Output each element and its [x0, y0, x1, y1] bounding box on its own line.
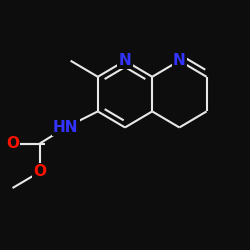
Text: HN: HN [53, 120, 78, 135]
Text: O: O [33, 164, 46, 180]
Text: N: N [119, 53, 132, 68]
Text: N: N [173, 53, 186, 68]
Text: O: O [6, 136, 19, 151]
